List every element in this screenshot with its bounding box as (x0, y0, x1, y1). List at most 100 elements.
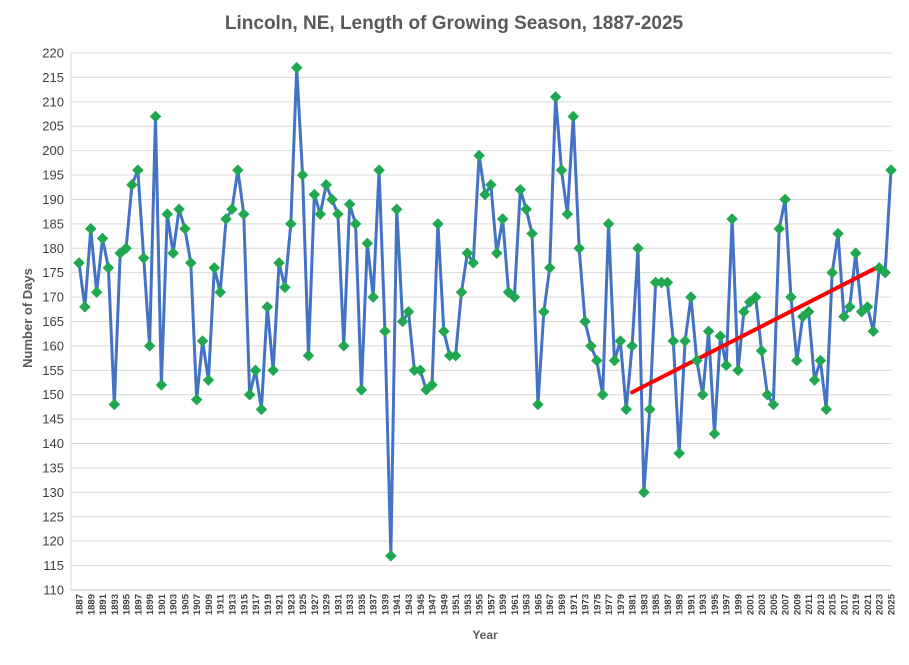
data-point-1948 (432, 218, 444, 230)
data-point-1942 (396, 315, 409, 328)
y-tick-label: 115 (43, 558, 64, 573)
x-tick-label: 1959 (498, 594, 509, 615)
data-point-1940 (385, 549, 397, 562)
data-point-1987 (661, 276, 674, 289)
x-tick-label: 1987 (663, 594, 674, 615)
x-tick-label: 1941 (392, 593, 403, 615)
data-point-1906 (184, 257, 197, 269)
y-tick-label: 150 (42, 387, 64, 402)
y-tick-label: 140 (42, 436, 64, 451)
data-point-1900 (149, 110, 162, 123)
x-tick-label: 2017 (839, 594, 850, 615)
data-point-2013 (814, 354, 827, 367)
x-tick-label: 2025 (887, 593, 898, 615)
data-point-1978 (608, 354, 621, 367)
y-axis-title: Number of Days (20, 268, 35, 368)
x-tick-label: 1933 (345, 594, 356, 615)
data-point-1916 (243, 388, 256, 401)
x-tick-label: 1921 (275, 593, 286, 615)
data-point-1914 (232, 164, 244, 177)
y-tick-labels: 110 115 120 125 130 135 140 145 150 155 160 165 170 1… (42, 46, 64, 598)
x-tick-label: 1937 (369, 594, 380, 615)
data-point-1887 (73, 257, 85, 269)
data-point-1889 (84, 222, 97, 235)
data-point-1964 (526, 227, 538, 240)
x-tick-label: 1923 (286, 594, 297, 615)
data-markers (73, 61, 897, 562)
x-tick-label: 1917 (251, 594, 262, 615)
y-tick-label: 195 (42, 168, 64, 183)
x-tick-label: 1907 (192, 594, 203, 615)
y-tick-label: 220 (42, 46, 64, 61)
data-point-1947 (426, 379, 438, 391)
y-tick-label: 165 (42, 314, 64, 329)
data-point-1929 (320, 178, 332, 191)
x-tick-label: 1967 (545, 594, 556, 615)
y-tick-label: 175 (42, 265, 64, 280)
x-tick-label: 1939 (380, 594, 391, 615)
data-point-1969 (555, 164, 568, 177)
data-point-1921 (273, 257, 285, 269)
data-point-1954 (467, 257, 480, 269)
data-point-1923 (284, 218, 297, 230)
data-point-1994 (702, 325, 715, 338)
data-point-1983 (638, 486, 650, 499)
x-tick-label: 2005 (769, 593, 780, 615)
data-point-1968 (549, 91, 562, 103)
x-tick-label: 1903 (169, 594, 180, 615)
data-point-1925 (296, 169, 309, 181)
data-point-2009 (791, 354, 803, 367)
data-point-1958 (490, 247, 503, 260)
x-tick-label: 1943 (404, 594, 415, 615)
data-point-1930 (326, 193, 338, 206)
data-point-1992 (690, 354, 703, 367)
x-tick-label: 1911 (216, 593, 227, 614)
x-tick-label: 1999 (734, 594, 745, 615)
data-point-1952 (455, 286, 468, 299)
data-point-1995 (708, 427, 721, 440)
x-tick-label: 2011 (804, 593, 815, 614)
x-tick-label: 1899 (145, 594, 156, 615)
x-tick-label: 2001 (745, 593, 756, 615)
data-point-1973 (579, 315, 591, 328)
data-point-1928 (314, 208, 327, 220)
y-tick-label: 110 (43, 583, 64, 598)
x-tick-label: 1925 (298, 593, 309, 615)
x-tick-label: 1953 (463, 594, 474, 615)
data-point-2017 (838, 310, 850, 323)
x-tick-label: 1897 (133, 594, 144, 615)
y-tick-label: 180 (42, 241, 64, 256)
data-point-1962 (514, 183, 527, 196)
x-tick-label: 1947 (428, 594, 439, 615)
x-tick-label: 1889 (86, 594, 97, 615)
x-tick-label: 1935 (357, 593, 368, 615)
x-tick-label: 1969 (557, 594, 568, 615)
x-tick-label: 2021 (863, 593, 874, 615)
data-point-1996 (714, 330, 727, 342)
data-point-1945 (414, 364, 427, 377)
data-point-1917 (249, 364, 262, 377)
data-point-1891 (96, 232, 109, 245)
data-point-1963 (520, 203, 533, 216)
data-point-1960 (502, 286, 515, 299)
x-tick-label: 1957 (486, 594, 497, 615)
data-point-2008 (785, 291, 797, 303)
y-tick-label: 130 (42, 485, 64, 500)
y-tick-label: 155 (42, 363, 64, 378)
data-point-1979 (614, 335, 627, 347)
data-point-1949 (437, 325, 450, 338)
x-tick-label: 1949 (439, 594, 450, 615)
data-point-1972 (573, 242, 585, 255)
data-point-1981 (626, 340, 638, 352)
x-tick-label: 1919 (263, 594, 274, 615)
x-tick-label: 1977 (604, 594, 615, 615)
data-point-1905 (179, 222, 191, 235)
data-point-2024 (879, 266, 891, 279)
y-tick-label: 205 (42, 119, 64, 134)
data-point-1907 (190, 393, 203, 406)
data-point-1910 (208, 261, 221, 274)
data-point-2011 (802, 305, 815, 318)
